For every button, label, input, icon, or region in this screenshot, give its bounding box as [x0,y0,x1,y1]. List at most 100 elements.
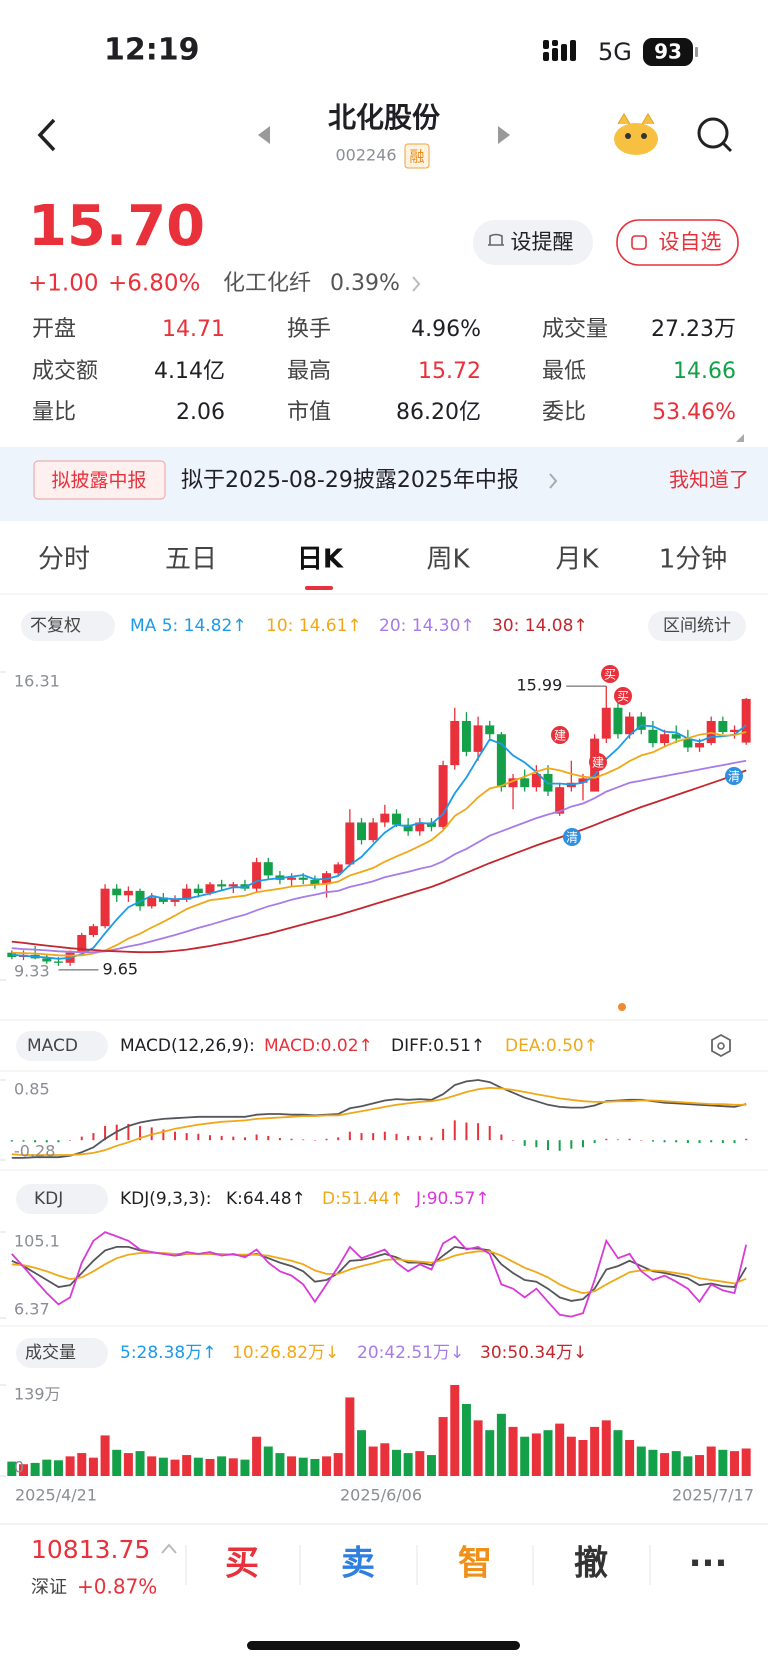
stat-label: 量比 [32,400,76,425]
period-tab[interactable]: 分时 [38,545,90,575]
candle-body [112,888,122,896]
volume-bar [520,1436,530,1476]
volume-bar [438,1417,448,1476]
j-line [11,1231,748,1318]
candle-body [601,707,611,739]
index-change: +0.87% [77,1575,157,1599]
macd-selector[interactable] [16,1031,108,1061]
volume-bar [613,1430,623,1476]
volume-bar [730,1451,740,1476]
index-name: 深证 [31,1577,67,1598]
action-bar: 买 卖 智 撤 ··· [185,1544,728,1585]
volume-axis-label: 0 [14,1458,24,1477]
battery-tip [695,47,698,57]
volume-selector[interactable] [16,1338,108,1368]
watchlist-button[interactable] [616,219,739,266]
period-tab[interactable]: 1分钟 [659,545,728,575]
marker: 买 [604,668,616,682]
action-button[interactable]: 撤 [574,1544,608,1584]
volume-bar [252,1436,262,1476]
j-value: J:90.57↑ [415,1189,490,1209]
index-value[interactable]: 10813.75 [31,1535,150,1564]
candle-body [636,716,646,730]
period-tab[interactable]: 五日 [165,545,217,575]
macd-axis-label: 0.85 [14,1080,50,1099]
action-button[interactable]: 智 [458,1544,492,1584]
search-button[interactable] [697,117,729,149]
dea-line [11,1086,747,1156]
volume-bar [240,1459,250,1476]
volume-selector-label: 成交量 [25,1343,76,1363]
kdj-axis-label: 105.1 [14,1232,60,1251]
candle-body [228,884,238,887]
volume-bar [496,1413,506,1476]
action-button[interactable]: 卖 [341,1544,375,1584]
volume-bar [158,1457,168,1476]
expand-corner[interactable] [736,434,744,442]
candle-body [625,716,635,735]
trade-markers: 买 买 建 建 清 清 [551,665,743,846]
stat-value: 14.71 [162,317,225,342]
volume-bar [601,1420,611,1476]
marker: 买 [617,690,629,704]
kdj-selector[interactable] [16,1184,108,1214]
range-stats-button[interactable] [648,611,746,641]
volume-bar [18,1464,28,1476]
kdj-selector-label: KDJ [34,1189,63,1209]
next-stock[interactable] [498,126,510,144]
period-tab[interactable]: 周K [426,545,470,575]
prev-stock[interactable] [258,126,270,144]
marker: 清 [566,831,578,845]
candle-body [520,778,530,788]
candle-body [741,698,751,743]
macd-chart: 0.85 -0.28 [0,1070,768,1171]
volume-bar [543,1430,553,1476]
network-label: 5G [598,38,632,66]
volume-bar [100,1435,110,1476]
macd-axis-label: -0.28 [14,1142,55,1161]
vol-ma5: 5:28.38万↑ [120,1343,216,1363]
mascot-icon[interactable] [614,113,658,155]
candle-body [357,822,367,841]
notice-chevron [549,473,558,489]
candle-body [170,899,180,902]
active-tab-indicator [305,586,333,590]
adjust-selector[interactable] [21,611,115,641]
candle-body [508,778,518,788]
stat-label: 最高 [287,359,331,384]
diff-value: DIFF:0.51↑ [391,1036,485,1056]
high-label: 15.99 [516,676,562,695]
volume-bar [88,1457,98,1476]
volume-bar [298,1457,308,1476]
volume-bar [368,1446,378,1476]
notice-dismiss[interactable]: 我知道了 [669,468,749,492]
alert-button[interactable] [473,220,593,265]
candle-body [531,773,541,788]
action-button[interactable]: 买 [225,1544,259,1584]
range-stats-label: 区间统计 [663,616,731,636]
notice-text[interactable]: 拟于2025-08-29披露2025年中报 [181,468,519,493]
action-button[interactable]: ··· [689,1544,728,1584]
settings-button[interactable] [711,1033,731,1058]
margin-badge [404,143,430,169]
volume-bar [77,1453,87,1476]
volume-bar [287,1456,297,1476]
candle-body [182,888,192,900]
candle-body [718,720,728,733]
candle-body [310,879,320,885]
candle-body [252,862,262,889]
stat-label: 换手 [287,317,331,342]
date-label: 2025/7/17 [672,1486,754,1505]
period-tab[interactable]: 月K [555,545,599,575]
marker: 建 [554,729,566,743]
volume-bar [660,1453,670,1476]
candle-body [496,734,506,788]
sector-pct[interactable]: 0.39% [330,271,400,296]
volume-bar [508,1426,518,1476]
period-tab[interactable]: 日K [297,545,344,575]
volume-bar [531,1433,541,1476]
candle-body [333,864,343,874]
back-button[interactable] [37,118,56,152]
ma10-label: 10: 14.61↑ [266,616,362,636]
sector-name[interactable]: 化工化纤 [223,271,311,296]
